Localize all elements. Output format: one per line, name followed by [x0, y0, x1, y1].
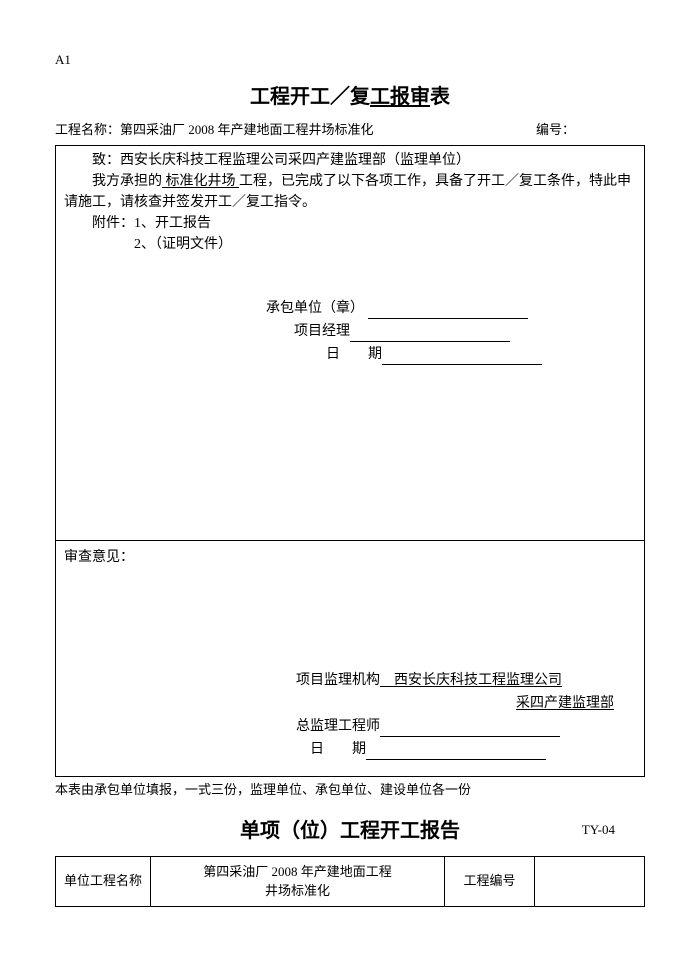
form-code: A1: [55, 50, 645, 70]
form-title: 工程开工／复工报审表: [55, 82, 645, 112]
org-value-line1: 西安长庆科技工程监理公司: [380, 673, 562, 688]
date-fill: [382, 351, 542, 365]
pm-label: 项目经理: [294, 324, 350, 339]
to-label: 致：: [92, 153, 120, 168]
lower-date-fill: [366, 746, 546, 760]
pm-fill: [350, 328, 510, 342]
org-value-line2-wrap: 采四产建监理部: [296, 693, 624, 714]
chief-engineer-label: 总监理工程师: [296, 719, 380, 734]
chief-engineer-line: 总监理工程师: [296, 716, 624, 737]
to-value: 西安长庆科技工程监理公司采四产建监理部（监理单位）: [120, 153, 470, 168]
contractor-seal-line: 承包单位（章）: [266, 298, 624, 319]
contractor-seal-label: 承包单位（章）: [266, 301, 364, 316]
unit-project-line1: 第四采油厂 2008 年产建地面工程: [157, 862, 438, 882]
upper-signature-block: 承包单位（章） 项目经理 日 期: [266, 296, 624, 367]
form-container: 致：西安长庆科技工程监理公司采四产建监理部（监理单位） 我方承担的 标准化井场 …: [55, 145, 645, 777]
footnote: 本表由承包单位填报，一式三份，监理单位、承包单位、建设单位各一份: [55, 780, 645, 800]
review-label: 审查意见：: [64, 547, 636, 568]
doc-code: TY-04: [582, 820, 615, 840]
org-value-line2: 采四产建监理部: [516, 696, 614, 711]
title-part2: 表: [430, 86, 450, 108]
body-part-a: 我方承担的: [92, 174, 162, 189]
org-label: 项目监理机构: [296, 673, 380, 688]
pm-line: 项目经理: [266, 321, 624, 342]
lower-date-line: 日 期: [296, 739, 624, 760]
title-part1: 工程开工／复: [250, 86, 370, 108]
second-title: 单项（位）工程开工报告 TY-04: [55, 816, 645, 846]
lower-date-label: 日 期: [310, 742, 366, 757]
contractor-seal-fill: [368, 305, 528, 319]
project-number-value: [535, 856, 645, 906]
attachment-1: 1、开工报告: [134, 216, 211, 231]
supervision-org-line: 项目监理机构 西安长庆科技工程监理公司: [296, 670, 624, 691]
date-line: 日 期: [266, 344, 624, 365]
lower-section: 审查意见： 项目监理机构 西安长庆科技工程监理公司 采四产建监理部 总监理工程师…: [56, 541, 644, 776]
table-row: 单位工程名称 第四采油厂 2008 年产建地面工程 井场标准化 工程编号: [56, 856, 645, 906]
upper-section: 致：西安长庆科技工程监理公司采四产建监理部（监理单位） 我方承担的 标准化井场 …: [56, 146, 644, 541]
serial-label: 编号：: [536, 120, 575, 140]
unit-project-name-value: 第四采油厂 2008 年产建地面工程 井场标准化: [151, 856, 445, 906]
project-name-value: 第四采油厂 2008 年产建地面工程井场标准化: [120, 122, 374, 137]
date-label: 日 期: [326, 347, 382, 362]
body-text: 我方承担的 标准化井场 工程，已完成了以下各项工作，具备了开工／复工条件，特此申…: [64, 171, 636, 213]
meta-row: 工程名称：第四采油厂 2008 年产建地面工程井场标准化 编号：: [55, 120, 645, 140]
lower-signature-block: 项目监理机构 西安长庆科技工程监理公司 采四产建监理部 总监理工程师 日 期: [296, 668, 624, 762]
attachment-label: 附件：: [92, 216, 134, 231]
project-table: 单位工程名称 第四采油厂 2008 年产建地面工程 井场标准化 工程编号: [55, 856, 645, 907]
title-underlined: 工报审: [370, 86, 430, 108]
second-title-text: 单项（位）工程开工报告: [240, 820, 460, 842]
project-number-header: 工程编号: [445, 856, 535, 906]
addressee-line: 致：西安长庆科技工程监理公司采四产建监理部（监理单位）: [64, 150, 636, 171]
chief-engineer-fill: [380, 723, 560, 737]
project-name-label: 工程名称：: [55, 122, 120, 137]
unit-project-line2: 井场标准化: [157, 881, 438, 901]
attachment-line: 附件：1、开工报告: [64, 213, 636, 234]
project-type-underlined: 标准化井场: [162, 174, 239, 189]
unit-project-name-header: 单位工程名称: [56, 856, 151, 906]
attachment-2: 2、（证明文件）: [64, 234, 636, 255]
